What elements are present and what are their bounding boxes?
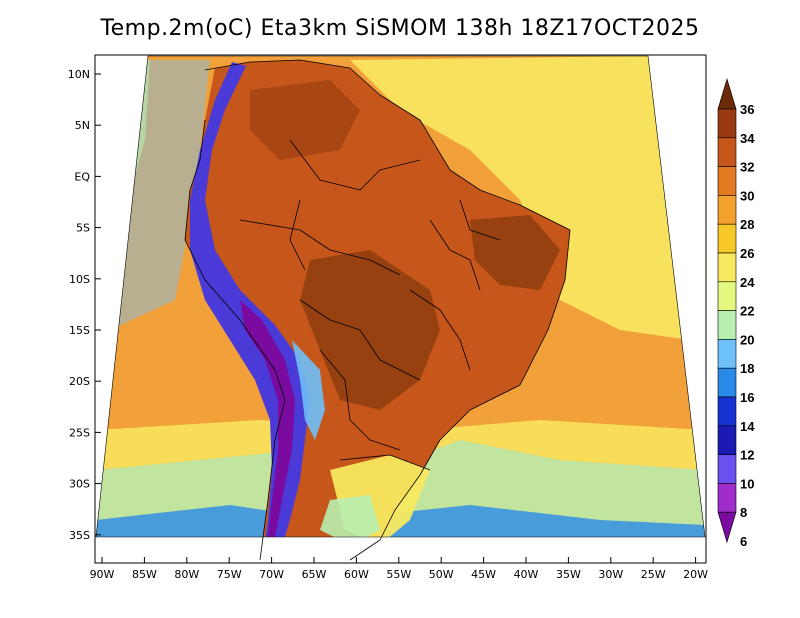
andes-coldest	[240, 300, 295, 537]
colorbar-swatch	[717, 367, 737, 398]
colorbar-swatch	[717, 252, 737, 283]
colorbar-swatch	[717, 310, 737, 340]
andes-light	[292, 340, 325, 440]
hot-core	[300, 250, 440, 410]
colorbar-swatch	[717, 339, 737, 369]
colorbar-label: 20	[740, 332, 754, 347]
lat-label: 20S	[69, 375, 90, 388]
colorbar-label: 36	[740, 102, 754, 117]
border-6	[429, 219, 481, 291]
lon-label: 50W	[429, 568, 454, 581]
colorbar-label: 28	[740, 217, 754, 232]
colorbar-label: 16	[740, 390, 754, 405]
border-9	[289, 199, 306, 271]
colorbar-label: 26	[740, 246, 754, 261]
border-3	[299, 299, 421, 381]
colorbar-arrow-top	[717, 77, 737, 110]
colorbar-label: 34	[740, 131, 755, 146]
colorbar-swatch	[717, 137, 737, 167]
map-frame	[94, 54, 707, 564]
colorbar-swatch	[717, 425, 737, 455]
lon-label: 30W	[598, 568, 623, 581]
colorbar-swatch	[717, 195, 737, 225]
colorbar-label: 30	[740, 188, 754, 203]
lat-label: 5S	[76, 222, 90, 235]
lat-label: EQ	[74, 170, 90, 183]
lat-label: 30S	[69, 478, 90, 491]
borders	[184, 59, 571, 561]
lat-label: 35S	[69, 529, 90, 542]
colorbar-label: 8	[740, 505, 747, 520]
pampas-green	[320, 495, 380, 537]
colorbar-label: 18	[740, 361, 754, 376]
colorbar-label: 12	[740, 448, 754, 463]
atlantic-warm-band	[350, 56, 690, 340]
lon-label: 60W	[344, 568, 369, 581]
colorbar-swatch	[717, 108, 737, 139]
lon-label: 35W	[556, 568, 581, 581]
border-7	[339, 454, 431, 471]
colorbar-swatch	[717, 166, 737, 196]
lon-label: 25W	[641, 568, 666, 581]
hot-core-ne	[470, 215, 560, 290]
colorbar-label: 24	[740, 275, 755, 290]
lon-label: 75W	[217, 568, 242, 581]
colorbar-swatch	[717, 396, 737, 427]
colorbar-swatch	[717, 281, 737, 311]
lat-label: 25S	[69, 426, 90, 439]
lon-label: 65W	[302, 568, 327, 581]
colorbar-label: 14	[740, 419, 755, 434]
lat-label: 10S	[69, 273, 90, 286]
border-8	[459, 199, 501, 241]
longitude-axis: 90W 85W 80W 75W 70W 65W 60W 55W 50W 45W 40W 35W 30W 2…	[90, 557, 708, 581]
lat-label: 10N	[68, 68, 90, 81]
lon-label: 40W	[514, 568, 539, 581]
domain-edge	[95, 55, 706, 538]
colorbar-label: 6	[740, 534, 747, 549]
lon-label: 85W	[132, 568, 157, 581]
border-5	[409, 289, 471, 371]
colorbar-swatch	[717, 483, 737, 513]
colorbar-swatch	[717, 223, 737, 254]
colorbar-label: 22	[740, 304, 754, 319]
colorbar-label: 10	[740, 476, 754, 491]
colorbar-swatch	[717, 454, 737, 484]
lat-label: 15S	[69, 324, 90, 337]
colorbar-label: 32	[740, 160, 754, 175]
lon-label: 80W	[174, 568, 199, 581]
lon-label: 70W	[259, 568, 284, 581]
coastline	[204, 59, 571, 561]
map-title: Temp.2m(oC) Eta3km SiSMOM 138h 18Z17OCT2…	[100, 16, 700, 41]
latitude-axis: 10N 5N EQ 5S 10S 15S 20S 25S 30S 35S	[68, 68, 101, 542]
map-field	[95, 55, 706, 561]
border-1	[289, 139, 421, 191]
lat-label: 5N	[75, 119, 90, 132]
lon-label: 90W	[90, 568, 115, 581]
lon-label: 45W	[471, 568, 496, 581]
lon-label: 20W	[683, 568, 708, 581]
border-2	[239, 219, 401, 276]
colorbar-arrow-bottom	[717, 511, 737, 544]
border-4	[319, 349, 401, 451]
colorbar: 6 8 10 12 14 16 18 20 22 24 26 28 30 32 34 36	[717, 77, 755, 549]
hot-core-north	[250, 80, 360, 160]
lon-label: 55W	[386, 568, 411, 581]
pacific-coast	[184, 119, 286, 561]
